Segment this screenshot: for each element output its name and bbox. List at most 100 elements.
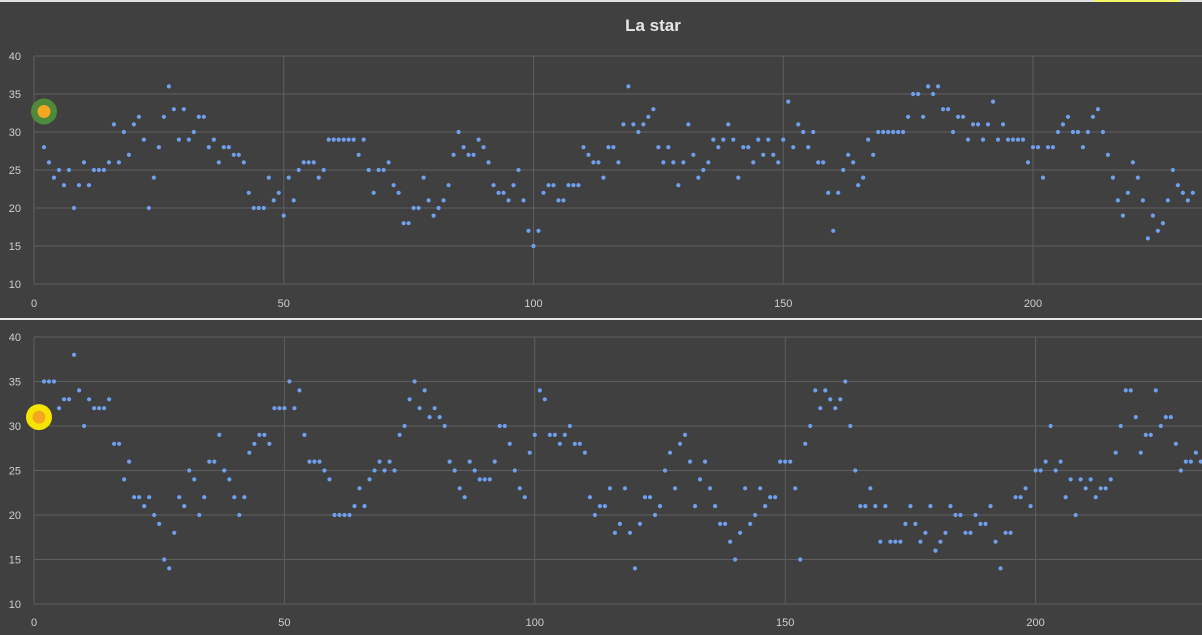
data-point (102, 406, 107, 411)
x-tick-label: 100 (524, 298, 542, 310)
data-point (431, 213, 436, 218)
data-point (677, 441, 683, 446)
data-point (1010, 137, 1016, 142)
data-point (281, 213, 286, 218)
data-point (451, 152, 456, 157)
data-point (1053, 468, 1058, 473)
data-point (332, 512, 337, 518)
data-point (1018, 495, 1023, 500)
data-point (111, 122, 117, 127)
data-point (968, 530, 973, 535)
data-point (871, 152, 876, 157)
data-point (226, 145, 231, 150)
data-point (426, 198, 431, 203)
data-point (1128, 388, 1133, 393)
data-point (873, 504, 878, 509)
data-point (1133, 415, 1138, 420)
data-point (322, 468, 327, 473)
data-point (297, 388, 302, 393)
data-point (826, 190, 831, 195)
data-point (267, 441, 272, 446)
data-point (272, 406, 277, 411)
data-point (256, 205, 261, 211)
data-point (377, 459, 382, 464)
data-point (637, 521, 643, 527)
data-point (137, 495, 142, 500)
data-point (56, 406, 62, 411)
data-point (1168, 415, 1173, 420)
data-point (592, 512, 597, 518)
data-point (723, 521, 728, 527)
data-point (691, 152, 696, 157)
data-point (476, 137, 481, 142)
data-point (86, 397, 92, 402)
data-point (1033, 468, 1038, 473)
data-point (376, 167, 381, 173)
data-point (806, 145, 811, 150)
data-point (292, 406, 297, 411)
data-point (587, 495, 592, 500)
data-point (886, 129, 891, 135)
data-point (527, 450, 532, 455)
data-point (1138, 450, 1143, 455)
data-point (612, 530, 618, 535)
data-point (601, 175, 606, 180)
data-point (427, 415, 432, 420)
x-tick-label: 100 (526, 617, 544, 629)
data-point (191, 129, 196, 135)
data-point (1145, 236, 1150, 241)
data-point (716, 145, 721, 150)
data-point (1158, 423, 1163, 429)
data-point (1165, 198, 1170, 203)
data-point (571, 183, 576, 188)
data-point (796, 122, 801, 127)
data-point (913, 521, 918, 527)
top-tab-marker (1094, 0, 1180, 2)
data-point (938, 539, 943, 544)
data-point (517, 486, 522, 491)
data-point (177, 495, 182, 500)
data-point (916, 91, 921, 97)
data-point (993, 539, 998, 544)
data-point (836, 190, 841, 195)
data-point (261, 205, 266, 211)
data-point (207, 459, 212, 464)
data-point (1123, 388, 1128, 393)
y-tick-label: 20 (9, 203, 21, 215)
data-point (702, 459, 708, 464)
data-point (471, 152, 476, 157)
data-point (738, 530, 743, 535)
data-point (756, 137, 761, 142)
data-point (950, 129, 956, 135)
data-point (66, 167, 72, 173)
y-tick-label: 25 (9, 165, 21, 177)
data-point (771, 152, 776, 157)
data-point (586, 152, 591, 157)
x-tick-label: 0 (31, 617, 37, 629)
data-point (581, 145, 586, 150)
data-point (276, 190, 281, 195)
data-point (955, 114, 961, 119)
y-tick-label: 35 (9, 377, 21, 389)
data-point (1075, 129, 1081, 135)
data-point (287, 379, 292, 384)
data-point (466, 152, 471, 157)
data-point (371, 190, 376, 195)
data-point (91, 167, 97, 173)
data-point (1078, 477, 1083, 482)
data-point (472, 468, 477, 473)
data-point (965, 137, 971, 142)
data-point (402, 423, 407, 429)
data-point (983, 521, 988, 527)
data-point (71, 205, 77, 211)
data-point (561, 198, 566, 203)
data-point (853, 468, 858, 473)
data-point (222, 468, 227, 473)
y-tick-label: 35 (9, 89, 21, 101)
data-point (1178, 468, 1183, 473)
data-point (988, 504, 993, 509)
data-point (733, 557, 738, 562)
data-point (216, 160, 221, 165)
data-point (556, 198, 561, 203)
